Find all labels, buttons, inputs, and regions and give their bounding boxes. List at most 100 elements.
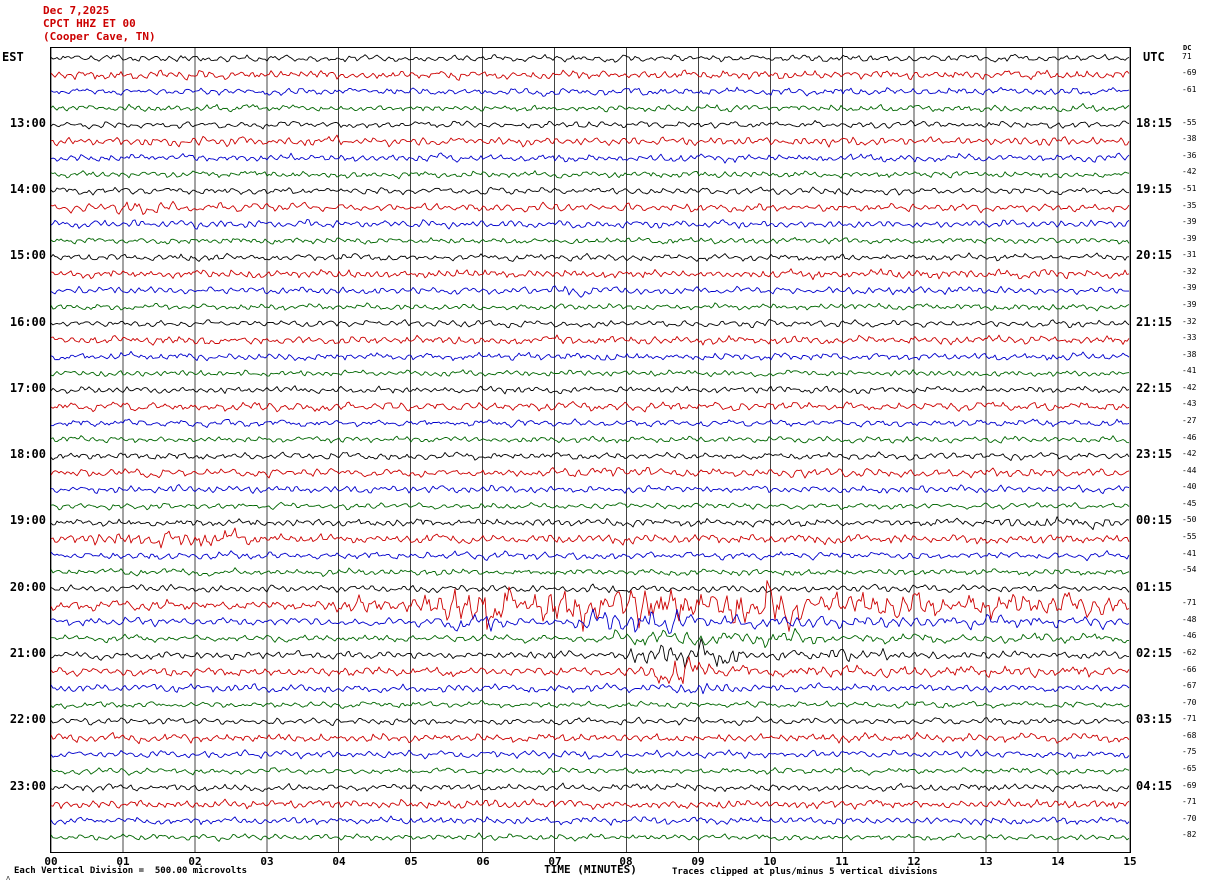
dc-value: -27: [1182, 416, 1197, 425]
seismogram-trace: [51, 170, 1130, 180]
utc-hour-label: 22:15: [1136, 381, 1173, 395]
est-hour-label: 15:00: [9, 248, 46, 262]
dc-value: -39: [1182, 217, 1197, 226]
seismogram-trace: [51, 682, 1130, 695]
x-tick-label: 10: [763, 855, 777, 868]
station-channel-title: CPCT HHZ ET 00: [43, 17, 136, 30]
dc-value: -71: [1182, 714, 1197, 723]
seismogram-trace: [51, 103, 1130, 113]
seismogram-trace: [51, 268, 1130, 281]
dc-value: -70: [1182, 698, 1197, 707]
seismogram-trace: [51, 385, 1130, 395]
station-location-title: (Cooper Cave, TN): [43, 30, 156, 43]
scale-footnote: Each Vertical Division = 500.00 microvol…: [14, 866, 247, 876]
dc-value: -68: [1182, 731, 1197, 740]
dc-value: -71: [1182, 797, 1197, 806]
dc-value: -62: [1182, 648, 1197, 657]
date-title: Dec 7,2025: [43, 4, 110, 17]
dc-value: -32: [1182, 267, 1197, 276]
seismogram-trace: [51, 218, 1130, 230]
dc-value: -38: [1182, 350, 1197, 359]
dc-value: -42: [1182, 383, 1197, 392]
seismogram-trace: [51, 731, 1130, 745]
seismogram-trace: [51, 749, 1130, 760]
dc-value: -75: [1182, 747, 1197, 756]
seismogram-trace: [51, 716, 1130, 727]
seismogram-trace: [51, 580, 1130, 632]
seismogram-trace: [51, 401, 1130, 413]
dc-value: -69: [1182, 68, 1197, 77]
dc-value: -32: [1182, 317, 1197, 326]
seismogram-trace: [51, 608, 1130, 634]
dc-value: -38: [1182, 134, 1197, 143]
seismogram-trace: [51, 638, 1130, 670]
seismogram-trace: [51, 334, 1130, 346]
dc-value: -42: [1182, 449, 1197, 458]
dc-value: -61: [1182, 85, 1197, 94]
dc-value: -41: [1182, 549, 1197, 558]
est-hour-label: 23:00: [9, 779, 46, 793]
dc-value: -48: [1182, 615, 1197, 624]
seismogram-trace: [51, 302, 1130, 312]
utc-hour-label: 02:15: [1136, 646, 1173, 660]
dc-value: -36: [1182, 151, 1197, 160]
dc-value: -44: [1182, 466, 1197, 475]
seismogram-trace: [51, 86, 1130, 97]
x-tick-label: 09: [691, 855, 705, 868]
dc-value: -39: [1182, 300, 1197, 309]
dc-offset-header: DC: [1183, 44, 1192, 52]
dc-value: -31: [1182, 250, 1197, 259]
est-hour-label: 13:00: [9, 116, 46, 130]
seismogram-trace: [51, 319, 1130, 329]
x-tick-label: 05: [404, 855, 418, 868]
est-hour-label: 18:00: [9, 447, 46, 461]
x-tick-label: 15: [1123, 855, 1137, 868]
x-tick-label: 00: [44, 855, 58, 868]
dc-value: -39: [1182, 234, 1197, 243]
seismogram-trace: [51, 766, 1130, 776]
dc-value: -70: [1182, 814, 1197, 823]
x-tick-label: 07: [548, 855, 562, 868]
est-hour-label: 16:00: [9, 315, 46, 329]
seismogram-trace: [51, 501, 1130, 511]
seismogram-trace: [51, 567, 1130, 577]
dc-value: -43: [1182, 399, 1197, 408]
x-tick-label: 14: [1051, 855, 1065, 868]
dc-value: -67: [1182, 681, 1197, 690]
dc-value: -33: [1182, 333, 1197, 342]
seismogram-trace: [51, 252, 1130, 262]
seismogram-plot-area: [50, 47, 1131, 853]
seismogram-trace: [51, 134, 1130, 148]
seismogram-trace: [51, 782, 1130, 793]
seismogram-trace: [51, 53, 1130, 63]
utc-hour-label: 20:15: [1136, 248, 1173, 262]
x-tick-label: 08: [619, 855, 633, 868]
dc-value: -69: [1182, 781, 1197, 790]
seismogram-trace: [51, 152, 1130, 164]
corner-mark: ʌ: [6, 874, 11, 882]
x-tick-label: 12: [907, 855, 921, 868]
est-hour-label: 19:00: [9, 513, 46, 527]
seismogram-trace: [51, 700, 1130, 710]
seismogram-trace: [51, 119, 1130, 130]
seismogram-traces-svg: [51, 48, 1130, 852]
x-tick-label: 01: [116, 855, 130, 868]
seismogram-trace: [51, 435, 1130, 444]
dc-value: -50: [1182, 515, 1197, 524]
dc-value: -82: [1182, 830, 1197, 839]
utc-hour-label: 03:15: [1136, 712, 1173, 726]
dc-value: -54: [1182, 565, 1197, 574]
seismogram-trace: [51, 798, 1130, 810]
clip-footnote: Traces clipped at plus/minus 5 vertical …: [672, 867, 938, 877]
utc-hour-label: 23:15: [1136, 447, 1173, 461]
dc-value: -65: [1182, 764, 1197, 773]
est-hour-label: 22:00: [9, 712, 46, 726]
dc-value: 71: [1182, 52, 1192, 61]
seismogram-trace: [51, 516, 1130, 531]
x-tick-label: 11: [835, 855, 849, 868]
seismogram-trace: [51, 527, 1130, 549]
dc-value: -42: [1182, 167, 1197, 176]
x-tick-label: 04: [332, 855, 346, 868]
seismogram-trace: [51, 627, 1130, 649]
